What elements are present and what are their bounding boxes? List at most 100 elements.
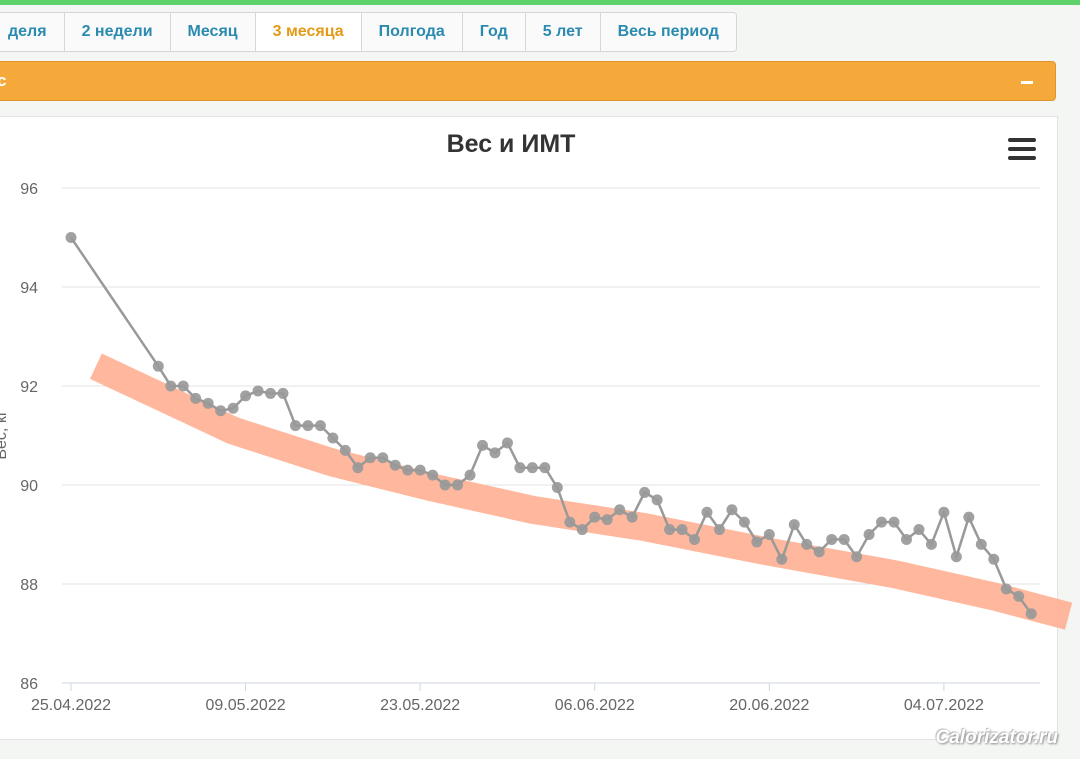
- data-point[interactable]: [215, 405, 227, 417]
- data-point[interactable]: [427, 469, 439, 481]
- data-point[interactable]: [364, 452, 376, 464]
- data-point[interactable]: [601, 514, 613, 526]
- data-point[interactable]: [202, 397, 214, 409]
- data-point[interactable]: [589, 511, 601, 523]
- data-point[interactable]: [265, 387, 277, 399]
- data-point[interactable]: [489, 447, 501, 459]
- data-point[interactable]: [327, 432, 339, 444]
- data-point[interactable]: [240, 390, 252, 402]
- y-tick-label: 86: [20, 676, 38, 693]
- data-point[interactable]: [751, 536, 763, 548]
- data-point[interactable]: [801, 538, 813, 550]
- data-point[interactable]: [576, 524, 588, 536]
- data-point[interactable]: [165, 380, 177, 392]
- data-point[interactable]: [1013, 590, 1025, 602]
- y-tick-label: 88: [20, 577, 38, 594]
- data-point[interactable]: [963, 511, 975, 523]
- tab-3-months[interactable]: 3 месяца: [255, 13, 362, 51]
- data-point[interactable]: [876, 516, 888, 528]
- data-point[interactable]: [277, 387, 289, 399]
- data-point[interactable]: [776, 553, 788, 565]
- data-point[interactable]: [838, 533, 850, 545]
- data-point[interactable]: [564, 516, 576, 528]
- x-tick-label: 09.05.2022: [206, 697, 286, 714]
- data-point[interactable]: [464, 469, 476, 481]
- tab-week[interactable]: деля: [0, 13, 65, 51]
- watermark-logo: Calorizator.ru: [935, 727, 1058, 748]
- period-tabs: деля 2 недели Месяц 3 месяца Полгода Год…: [0, 12, 737, 52]
- data-point[interactable]: [851, 551, 863, 563]
- data-point[interactable]: [689, 533, 700, 545]
- tab-all-time[interactable]: Весь период: [600, 13, 736, 51]
- data-point[interactable]: [701, 506, 713, 518]
- data-point[interactable]: [614, 504, 626, 516]
- data-point[interactable]: [389, 459, 401, 471]
- data-point[interactable]: [501, 437, 513, 449]
- data-point[interactable]: [950, 551, 962, 563]
- data-point[interactable]: [551, 481, 563, 493]
- y-tick-label: 96: [20, 181, 38, 198]
- data-point[interactable]: [788, 519, 800, 531]
- data-point[interactable]: [763, 529, 775, 540]
- data-point[interactable]: [975, 538, 987, 550]
- tab-month[interactable]: Месяц: [170, 13, 256, 51]
- data-point[interactable]: [713, 524, 725, 536]
- data-point[interactable]: [65, 232, 77, 243]
- y-tick-label: 94: [20, 280, 38, 297]
- chart-title: Вес и ИМТ: [447, 130, 576, 158]
- data-point[interactable]: [152, 360, 164, 372]
- tab-half-year[interactable]: Полгода: [361, 13, 463, 51]
- data-point[interactable]: [1025, 608, 1037, 620]
- collapse-icon[interactable]: [1021, 81, 1033, 84]
- chart-menu-icon[interactable]: [1008, 138, 1036, 160]
- x-tick-label: 23.05.2022: [380, 697, 460, 714]
- weight-panel-header[interactable]: с: [0, 61, 1056, 101]
- data-point[interactable]: [888, 516, 900, 528]
- tab-2-weeks[interactable]: 2 недели: [64, 13, 171, 51]
- panel-title: с: [0, 71, 7, 90]
- data-point[interactable]: [252, 385, 264, 397]
- y-tick-label: 90: [20, 478, 38, 495]
- data-point[interactable]: [414, 464, 426, 476]
- data-point[interactable]: [514, 462, 526, 474]
- data-point[interactable]: [314, 420, 326, 432]
- data-point[interactable]: [826, 533, 838, 545]
- data-point[interactable]: [302, 420, 314, 432]
- data-point[interactable]: [289, 420, 301, 432]
- data-point[interactable]: [477, 439, 489, 451]
- data-point[interactable]: [639, 486, 651, 498]
- data-point[interactable]: [377, 452, 389, 464]
- data-point[interactable]: [177, 380, 189, 392]
- top-accent-bar: [0, 0, 1080, 5]
- data-point[interactable]: [539, 462, 551, 474]
- data-point[interactable]: [439, 479, 451, 491]
- data-point[interactable]: [726, 504, 738, 516]
- data-point[interactable]: [1000, 583, 1012, 595]
- data-point[interactable]: [676, 524, 688, 536]
- data-point[interactable]: [813, 546, 825, 558]
- tab-year[interactable]: Год: [462, 13, 526, 51]
- trend-band: [89, 353, 1073, 630]
- data-point[interactable]: [863, 529, 875, 540]
- data-point[interactable]: [452, 479, 464, 491]
- data-point[interactable]: [626, 511, 638, 523]
- data-point[interactable]: [190, 392, 202, 404]
- data-point[interactable]: [227, 402, 239, 414]
- data-point[interactable]: [664, 524, 676, 536]
- data-point[interactable]: [526, 462, 538, 474]
- data-point[interactable]: [925, 538, 937, 550]
- data-point[interactable]: [402, 464, 414, 476]
- data-point[interactable]: [352, 462, 364, 474]
- x-tick-label: 04.07.2022: [904, 697, 984, 714]
- data-point[interactable]: [900, 533, 912, 545]
- x-tick-label: 25.04.2022: [31, 697, 111, 714]
- chart-container: [0, 116, 1058, 740]
- data-point[interactable]: [938, 506, 950, 518]
- data-point[interactable]: [738, 516, 750, 528]
- tab-5-years[interactable]: 5 лет: [525, 13, 601, 51]
- data-point[interactable]: [988, 553, 1000, 565]
- data-point[interactable]: [913, 524, 925, 536]
- data-point[interactable]: [339, 444, 351, 456]
- data-point[interactable]: [651, 494, 663, 506]
